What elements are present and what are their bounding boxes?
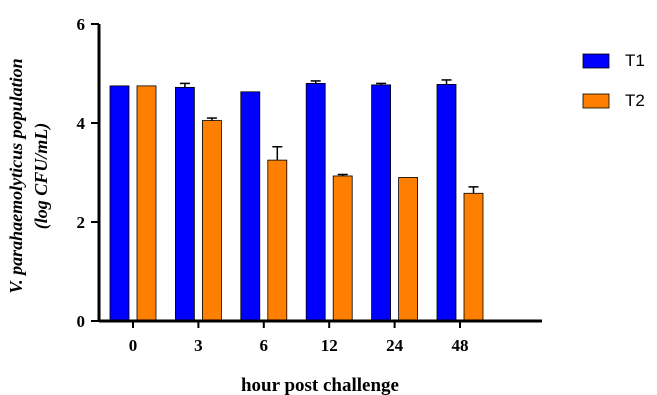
bar-t1-24 (371, 84, 392, 322)
y-tick-label-4: 4 (77, 114, 86, 133)
bar-t2-6 (267, 159, 288, 322)
bar-t2-3 (201, 120, 222, 322)
y-axis-title-line2: (log CFU/mL) (31, 123, 52, 230)
axes (97, 24, 542, 323)
bars-layer (109, 83, 484, 322)
y-ticks: 0 2 4 6 (77, 15, 99, 331)
y-tick-label-6: 6 (77, 15, 86, 34)
x-ticks: 0 3 6 12 24 48 (129, 321, 469, 355)
x-tick-label-3: 3 (194, 336, 203, 355)
x-tick-label-0: 0 (129, 336, 138, 355)
bar-t2-0 (136, 85, 157, 322)
bar-t1-12 (305, 83, 326, 322)
x-axis-title: hour post challenge (241, 375, 399, 395)
y-axis-title-line1: V. parahaemolyticus population (6, 58, 26, 293)
bar-t2-12 (332, 175, 353, 322)
legend: T1 T2 (582, 51, 645, 110)
x-tick-label-6: 6 (260, 336, 269, 355)
bar-t1-0 (109, 85, 130, 322)
x-tick-label-12: 12 (321, 336, 338, 355)
x-tick-label-48: 48 (452, 336, 469, 355)
x-tick-label-24: 24 (386, 336, 404, 355)
legend-label-t1: T1 (625, 51, 645, 70)
legend-swatch-t1 (582, 53, 610, 69)
bar-t1-48 (436, 83, 457, 322)
y-tick-label-0: 0 (77, 312, 86, 331)
error-bars-layer (179, 79, 479, 194)
legend-label-t2: T2 (625, 91, 645, 110)
bar-t2-48 (463, 192, 484, 322)
y-tick-label-2: 2 (77, 213, 86, 232)
bar-t2-24 (398, 177, 419, 322)
legend-swatch-t2 (582, 93, 610, 109)
bar-t1-3 (174, 86, 195, 322)
bar-t1-6 (240, 91, 261, 322)
